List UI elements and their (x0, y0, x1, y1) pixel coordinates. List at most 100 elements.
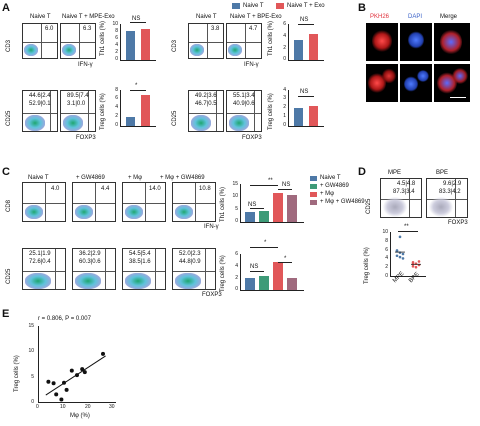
c-q-treg-3-lr: 1.6 (142, 259, 151, 265)
e-fit-line (45, 355, 106, 396)
d-point (411, 265, 415, 268)
d-flow-bpe: 9.6|2.9 83.3|4.2 (426, 178, 468, 218)
tick: 6 (385, 247, 388, 253)
c-col4-label: + Mφ + GW4869 (160, 175, 205, 181)
b-image-dapi-top (400, 23, 432, 61)
a-treg-ylabel-left: Treg cells (%) (100, 93, 106, 130)
a-flow-treg-3: 49.2|3.6 46.7|0.5 (188, 90, 224, 132)
d-q-bpe-ur: 2.9 (452, 181, 462, 187)
tick: 6 (283, 21, 286, 27)
c-th1-ylabel: Th1 cells (%) (220, 186, 226, 222)
a-th1-ylabel-left: Th1 cells (%) (100, 20, 106, 56)
a-q-treg-3-ul: 49.2 (195, 93, 207, 99)
a-q-treg-4-lr: 0.6 (246, 101, 255, 107)
b-image-pkh26-top (366, 23, 398, 61)
c-q-treg-1-ll: 72.6 (29, 259, 41, 265)
c-legend-swatch-3 (310, 192, 317, 197)
b-image-merge-top (434, 23, 470, 61)
d-point (414, 265, 418, 269)
c-legend-1: Naive T (320, 175, 341, 181)
c-legend-swatch-2 (310, 184, 317, 189)
c-th1-bar-mphi-gw (287, 195, 297, 222)
a-right-col1-label: Naive T (196, 14, 217, 20)
tick: 2 (283, 45, 286, 51)
tick: 30 (109, 404, 115, 410)
tick: 6 (235, 251, 238, 257)
d-mpe-label: MPE (388, 170, 402, 176)
d-point (398, 255, 402, 259)
a-q-th1-1: 6.0 (45, 26, 54, 32)
tick: 10 (382, 229, 388, 235)
c-th1-bar-naive (245, 212, 255, 222)
e-point (64, 387, 69, 392)
tick: 8 (115, 87, 118, 93)
c-th1-sig-ns1: NS (248, 202, 257, 208)
panel-label-d: D (358, 166, 366, 178)
e-point (69, 368, 74, 373)
e-stat: r = 0.806, P = 0.007 (38, 316, 91, 322)
tick: 8 (385, 238, 388, 244)
c-th1-bar-gw (259, 211, 269, 222)
panel-label-a: A (2, 2, 10, 14)
a-q-treg-4-ll: 40.9 (233, 101, 245, 107)
tick: 8 (115, 28, 118, 34)
c-q-treg-2-lr: 0.6 (92, 259, 101, 265)
d-flow-mpe: 4.5|4.8 87.3|3.4 (380, 178, 422, 218)
tick: 4 (115, 42, 118, 48)
c-q-th1-4: 10.8 (199, 186, 211, 192)
a-q-treg-1-lr: 0.1 (42, 101, 51, 107)
c-q-treg-2-ll: 60.3 (79, 259, 91, 265)
tick: 10 (28, 348, 34, 354)
a-q-treg-2-ur: 7.4 (80, 93, 89, 99)
a-foxp3-label-right: FOXP3 (242, 135, 262, 141)
a-q-th1-4: 4.7 (249, 26, 258, 32)
a-right-col2-label: Naive T + BPE-Exo (230, 14, 282, 20)
tick: 2 (115, 113, 118, 119)
a-q-th1-3: 3.8 (211, 26, 220, 32)
c-flow-th1-1: 4.0 (22, 182, 66, 222)
c-q-treg-3-ul: 54.5 (129, 251, 141, 257)
c-legend-swatch-1 (310, 176, 317, 181)
tick: 3 (283, 95, 286, 101)
tick: 2 (283, 104, 286, 110)
a-legend-exo: Naive T + Exo (287, 3, 325, 9)
c-treg-bar-gw (259, 276, 269, 290)
tick: 10 (232, 193, 238, 199)
a-th1-right-bar-naive (294, 40, 303, 60)
a-q-treg-4-ul: 55.1 (233, 93, 245, 99)
a-treg-left-star: * (135, 83, 138, 89)
d-q-bpe-lr: 4.2 (452, 189, 461, 195)
a-th1-right-ticks: 6 4 2 0 (276, 21, 286, 63)
e-point (101, 351, 105, 356)
a-left-col1-label: Naive T (30, 14, 51, 20)
tick: 4 (283, 87, 286, 93)
e-xlabel: Mφ (%) (70, 413, 90, 419)
a-flow-treg-4: 55.1|3.4 40.9|0.6 (226, 90, 262, 132)
e-point (51, 381, 56, 386)
c-treg-ticks: 6 4 2 0 (228, 251, 238, 293)
a-th1-left-ns: NS (132, 16, 141, 22)
c-q-treg-3-ur: 5.4 (142, 251, 151, 257)
tick: 10 (112, 21, 118, 27)
a-q-treg-3-ll: 46.7 (195, 101, 207, 107)
c-legend-3: + Mφ (320, 191, 335, 197)
a-foxp3-label-left: FOXP3 (76, 135, 96, 141)
a-q-treg-3-lr: 0.5 (208, 101, 217, 107)
c-q-th1-3: 14.0 (149, 186, 161, 192)
c-flow-treg-2: 36.2|2.9 60.3|0.6 (72, 248, 116, 290)
c-col1-label: Naive T (28, 175, 49, 181)
a-q-treg-1-ur: 2.4 (42, 93, 51, 99)
a-q-treg-2-ul: 89.5 (67, 93, 79, 99)
a-treg-right-ticks: 4 3 2 1 0 (276, 87, 286, 129)
d-q-bpe-ll: 83.3 (439, 189, 451, 195)
c-flow-treg-3: 54.5|5.4 38.5|1.6 (122, 248, 166, 290)
c-q-th1-2: 4.4 (101, 186, 110, 192)
d-q-mpe-lr: 3.4 (406, 189, 415, 195)
a-cd25-label-right: CD25 (172, 110, 178, 126)
d-dotplot (395, 235, 421, 269)
c-q-treg-1-ul: 25.1 (29, 251, 41, 257)
d-point (398, 235, 402, 239)
d-point (417, 260, 421, 263)
tick: 2 (235, 275, 238, 281)
c-legend-2: + GW4869 (320, 183, 349, 189)
